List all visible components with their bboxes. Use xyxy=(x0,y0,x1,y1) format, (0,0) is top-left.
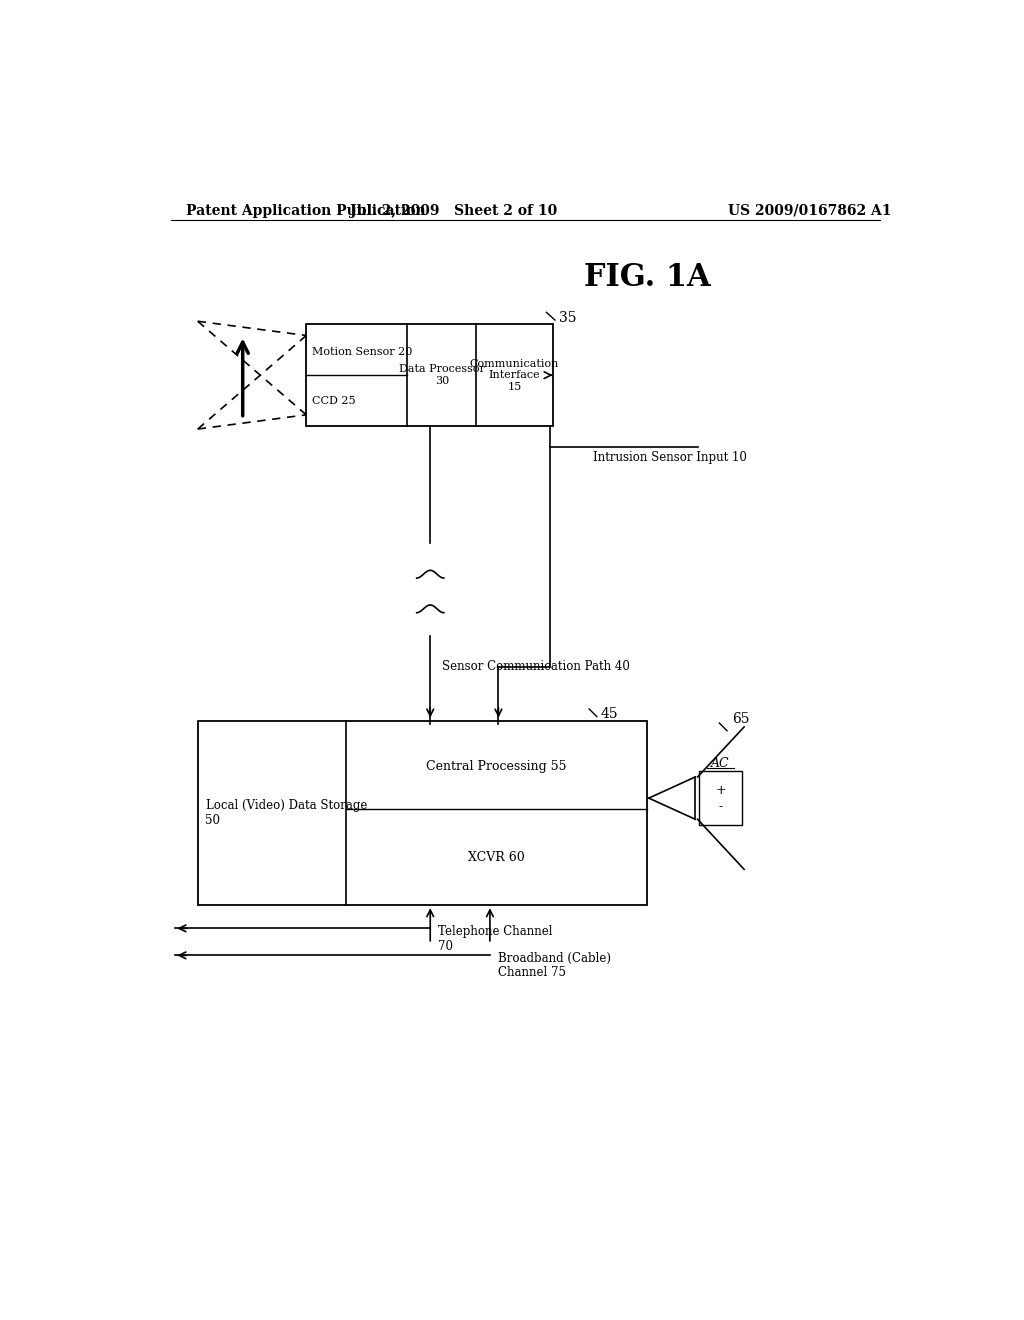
Text: +: + xyxy=(715,784,726,796)
Text: Communication
Interface
15: Communication Interface 15 xyxy=(470,359,559,392)
Bar xyxy=(198,721,647,906)
Text: CCD 25: CCD 25 xyxy=(312,396,356,405)
Text: Central Processing 55: Central Processing 55 xyxy=(426,760,567,774)
Text: Sensor Communication Path 40: Sensor Communication Path 40 xyxy=(442,660,630,673)
Text: Intrusion Sensor Input 10: Intrusion Sensor Input 10 xyxy=(593,451,746,465)
Text: XCVR 60: XCVR 60 xyxy=(468,851,525,863)
Text: Broadband (Cable)
Channel 75: Broadband (Cable) Channel 75 xyxy=(498,952,610,979)
Text: FIG. 1A: FIG. 1A xyxy=(584,263,711,293)
Text: Telephone Channel
70: Telephone Channel 70 xyxy=(438,924,553,953)
Text: US 2009/0167862 A1: US 2009/0167862 A1 xyxy=(728,203,892,218)
Text: 45: 45 xyxy=(601,708,618,721)
Text: Data Processor
30: Data Processor 30 xyxy=(399,364,484,385)
Text: AC: AC xyxy=(712,756,730,770)
Text: 35: 35 xyxy=(559,310,577,325)
Text: 65: 65 xyxy=(732,713,750,726)
Text: Motion Sensor 20: Motion Sensor 20 xyxy=(312,347,413,356)
Text: -: - xyxy=(719,800,723,813)
Bar xyxy=(699,771,741,825)
Text: Patent Application Publication: Patent Application Publication xyxy=(186,203,426,218)
Bar xyxy=(306,323,553,426)
Text: Jul. 2, 2009   Sheet 2 of 10: Jul. 2, 2009 Sheet 2 of 10 xyxy=(350,203,557,218)
Text: Local (Video) Data Storage
50: Local (Video) Data Storage 50 xyxy=(206,799,367,826)
